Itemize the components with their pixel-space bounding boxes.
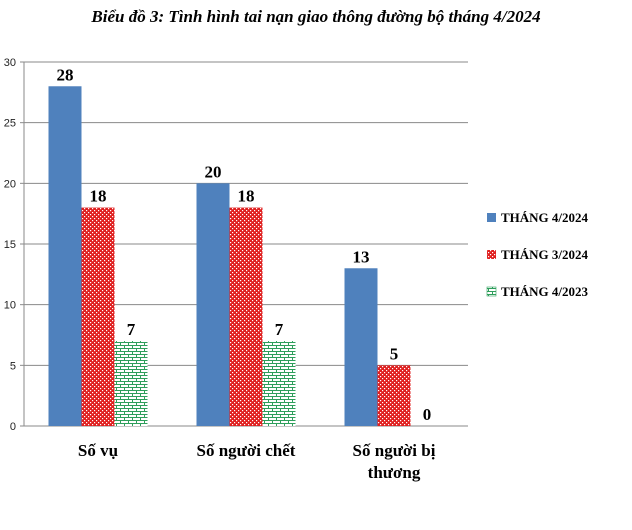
legend-swatch xyxy=(487,250,496,259)
legend-label: THÁNG 4/2024 xyxy=(501,210,589,225)
y-tick-label: 0 xyxy=(10,421,16,433)
data-label: 7 xyxy=(127,320,136,339)
y-tick-label: 20 xyxy=(4,178,16,190)
bar-2-1 xyxy=(81,207,115,426)
legend-label: THÁNG 3/2024 xyxy=(501,247,589,262)
x-category-label: Số vụ xyxy=(78,441,118,460)
data-label: 18 xyxy=(90,187,107,206)
x-category-label: Số người bị xyxy=(353,441,436,460)
bar-1-2 xyxy=(196,183,230,426)
legend-swatch xyxy=(486,286,497,297)
legend: THÁNG 4/2024 THÁNG 3/2024 THÁNG 4/2023 xyxy=(486,210,589,299)
bar-2-2 xyxy=(229,207,263,426)
bar-1-3 xyxy=(344,268,378,426)
x-category-label: Số người chết xyxy=(197,441,296,460)
y-tick-label: 25 xyxy=(4,118,16,130)
data-label: 18 xyxy=(238,187,255,206)
bar-2-3 xyxy=(377,365,411,426)
data-label: 28 xyxy=(57,65,74,84)
data-labels: 28 18 7 20 18 7 13 5 0 xyxy=(57,65,432,424)
y-tick-label: 10 xyxy=(4,300,16,312)
bars xyxy=(48,86,411,427)
data-label: 7 xyxy=(275,320,284,339)
bar-3-2 xyxy=(262,341,296,426)
legend-label: THÁNG 4/2023 xyxy=(501,284,589,299)
bar-1-1 xyxy=(48,86,82,427)
data-label: 20 xyxy=(205,162,222,181)
data-label: 13 xyxy=(353,247,370,266)
data-label: 5 xyxy=(390,344,399,363)
data-label: 0 xyxy=(423,405,432,424)
legend-swatch xyxy=(487,213,496,222)
chart-title: Biểu đồ 3: Tình hình tai nạn giao thông … xyxy=(90,7,540,26)
y-tick-label: 15 xyxy=(4,239,16,251)
x-category-label: thương xyxy=(368,463,421,482)
y-tick-label: 30 xyxy=(4,57,16,69)
y-tick-label: 5 xyxy=(10,360,16,372)
bar-3-1 xyxy=(114,341,148,426)
category-labels: Số vụ Số người chết Số người bị thương xyxy=(78,441,436,482)
